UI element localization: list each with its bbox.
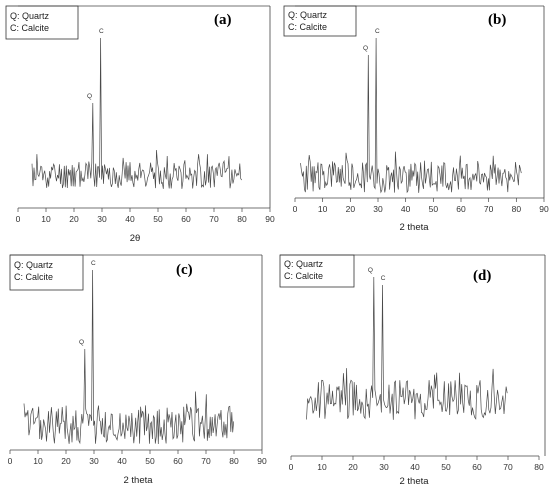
peak-label-q: Q: [79, 339, 84, 346]
x-tick-label: 40: [117, 456, 127, 466]
legend-box: [9, 254, 84, 291]
x-tick-label: 20: [346, 204, 356, 214]
panel-label: (a): [214, 12, 232, 28]
xrd-chart-d: 0 10 20 30 40 50 60 70 80 QC 2 theta Q: Quartz C…: [279, 254, 546, 487]
peak-label-c: C: [375, 28, 380, 35]
x-tick-label: 80: [237, 214, 247, 224]
x-axis-label: 2 theta: [123, 475, 153, 486]
x-tick-label: 30: [89, 456, 99, 466]
x-tick-label: 10: [317, 462, 327, 472]
x-ticks: 0 10 20 30 40 50 60 70 80 90: [16, 208, 275, 224]
x-tick-label: 90: [265, 214, 275, 224]
x-tick-label: 30: [379, 462, 389, 472]
series-line: [306, 276, 508, 420]
legend-calcite: C: Calcite: [284, 271, 323, 281]
x-axis-label: 2 theta: [399, 222, 429, 233]
x-tick-label: 80: [229, 456, 239, 466]
x-ticks: 0 10 20 30 40 50 60 70 80 90: [8, 450, 267, 466]
x-tick-label: 10: [41, 214, 51, 224]
x-tick-label: 0: [8, 456, 13, 466]
x-tick-label: 50: [145, 456, 155, 466]
x-tick-label: 80: [512, 204, 522, 214]
x-tick-label: 10: [33, 456, 43, 466]
peak-label-q: Q: [363, 45, 368, 52]
series-line: [23, 269, 235, 445]
legend-quartz: Q: Quartz: [10, 11, 50, 21]
xrd-chart-c: 0 10 20 30 40 50 60 70 80 90 QC 2 theta Q: Quartz…: [8, 254, 267, 486]
legend-calcite: C: Calcite: [14, 272, 53, 282]
x-tick-label: 90: [539, 204, 549, 214]
series-line: [300, 37, 522, 194]
legend-quartz: Q: Quartz: [14, 260, 54, 270]
x-tick-label: 40: [410, 462, 420, 472]
x-tick-label: 20: [61, 456, 71, 466]
x-axis-label: 2 theta: [399, 476, 429, 487]
peak-labels: QC: [368, 267, 386, 282]
x-ticks: 0 10 20 30 40 50 60 70 80 90: [293, 198, 549, 214]
peak-labels: QC: [87, 28, 104, 100]
x-tick-label: 70: [503, 462, 513, 472]
x-tick-label: 50: [153, 214, 163, 224]
peak-label-q: Q: [368, 267, 373, 274]
x-tick-label: 60: [173, 456, 183, 466]
x-tick-label: 90: [257, 456, 267, 466]
legend-calcite: C: Calcite: [10, 23, 49, 33]
x-tick-label: 40: [125, 214, 135, 224]
xrd-chart-a: 0 10 20 30 40 50 60 70 80 90 QC 2θ Q: Quartz C: C…: [5, 5, 275, 244]
xrd-chart-b: 0 10 20 30 40 50 60 70 80 90 QC 2 theta Q: Quartz…: [283, 5, 549, 233]
x-tick-label: 0: [289, 462, 294, 472]
x-tick-label: 70: [484, 204, 494, 214]
x-tick-label: 20: [69, 214, 79, 224]
legend-quartz: Q: Quartz: [288, 10, 328, 20]
x-tick-label: 40: [401, 204, 411, 214]
x-tick-label: 70: [209, 214, 219, 224]
peak-label-c: C: [99, 28, 104, 35]
x-axis-label: 2θ: [130, 233, 141, 244]
x-tick-label: 60: [181, 214, 191, 224]
x-tick-label: 30: [97, 214, 107, 224]
panel-label: (c): [176, 262, 193, 278]
legend-box: [5, 5, 79, 40]
x-tick-label: 0: [16, 214, 21, 224]
x-tick-label: 30: [373, 204, 383, 214]
legend-quartz: Q: Quartz: [284, 259, 324, 269]
x-tick-label: 80: [534, 462, 544, 472]
peak-label-c: C: [91, 260, 96, 267]
x-tick-label: 0: [293, 204, 298, 214]
x-tick-label: 10: [318, 204, 328, 214]
x-ticks: 0 10 20 30 40 50 60 70 80: [289, 456, 544, 472]
legend-box: [279, 254, 355, 288]
legend-box: [283, 5, 357, 37]
x-tick-label: 20: [348, 462, 358, 472]
peak-label-q: Q: [87, 93, 92, 100]
x-tick-label: 60: [456, 204, 466, 214]
panel-label: (d): [473, 268, 491, 284]
peak-label-c: C: [381, 275, 386, 282]
peak-labels: QC: [363, 28, 380, 52]
x-tick-label: 50: [429, 204, 439, 214]
series-line: [31, 37, 242, 189]
x-tick-label: 60: [472, 462, 482, 472]
x-tick-label: 70: [201, 456, 211, 466]
peak-labels: QC: [79, 260, 96, 346]
legend-calcite: C: Calcite: [288, 22, 327, 32]
panel-label: (b): [488, 12, 506, 28]
x-tick-label: 50: [441, 462, 451, 472]
